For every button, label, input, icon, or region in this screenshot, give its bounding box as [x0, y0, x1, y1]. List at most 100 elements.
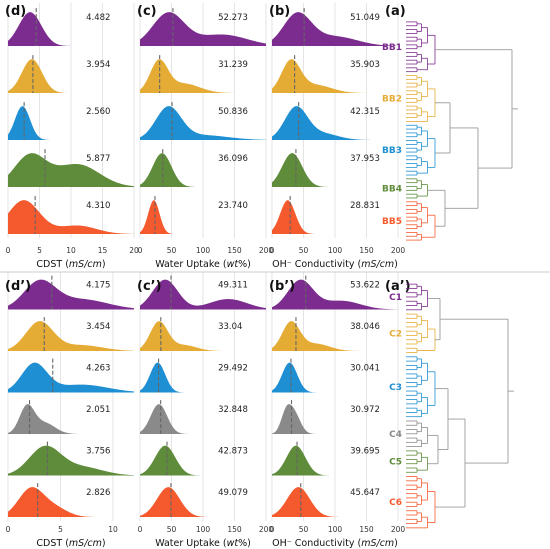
density-curve-bb1 [8, 12, 134, 46]
x-tick-label: 100 [196, 525, 211, 534]
median-value-label: 30.041 [350, 364, 380, 374]
panel-label: (a) [385, 4, 406, 19]
panel-label: (b’) [269, 279, 295, 294]
median-value-label: 30.972 [350, 405, 380, 415]
density-curve-c4 [272, 404, 398, 434]
x-tick-label: 100 [196, 246, 211, 255]
median-value-label: 52.273 [218, 13, 248, 23]
density-panel-1: 4.482 3.954 2.560 5.877 4.310 0 5 10 15 20 CDST (m… [5, 3, 139, 270]
x-tick-label: 0 [6, 246, 11, 255]
cluster-label: BB1 [382, 43, 402, 53]
median-value-label: 29.492 [218, 364, 248, 374]
x-tick-label: 0 [138, 246, 143, 255]
density-curve-c5 [8, 445, 134, 476]
median-value-label: 32.848 [218, 405, 248, 415]
median-value-label: 23.740 [218, 201, 248, 211]
density-curve-bb5 [272, 200, 398, 234]
dendrogram-1: (a) BB1 BB2 BB3 BB4 BB5 [382, 4, 518, 241]
cluster-c2: C2 [389, 313, 436, 353]
density-curve-bb4 [272, 153, 398, 187]
x-axis-label: OH⁻ Conductivity (mS/cm) [272, 538, 398, 549]
x-tick-label: 200 [391, 525, 406, 534]
density-curve-bb4 [8, 153, 134, 187]
median-value-label: 5.877 [86, 154, 110, 164]
cluster-c5: C5 [389, 450, 428, 473]
median-value-label: 2.560 [86, 107, 110, 117]
panel-label: (c) [137, 4, 157, 19]
cluster-c3: C3 [389, 356, 436, 418]
median-value-label: 2.051 [86, 405, 110, 415]
density-curve-c4 [140, 404, 266, 434]
x-tick-label: 50 [167, 525, 177, 534]
cluster-label: C3 [389, 383, 402, 393]
median-value-label: 50.836 [218, 107, 248, 117]
density-curve-bb4 [140, 153, 266, 187]
cluster-label: BB5 [382, 217, 402, 227]
x-tick-label: 5 [58, 525, 63, 534]
cluster-c4: C4 [389, 420, 428, 448]
cluster-c6: C6 [389, 476, 436, 529]
density-curve-bb2 [140, 59, 266, 93]
cluster-label: C5 [389, 458, 402, 468]
median-value-label: 3.756 [86, 447, 110, 457]
panel-label: (c’) [137, 279, 162, 294]
median-value-label: 4.263 [86, 364, 110, 374]
median-value-label: 51.049 [350, 13, 380, 23]
density-curve-c2 [8, 321, 134, 351]
x-tick-label: 150 [359, 525, 374, 534]
cluster-bb3: BB3 [382, 124, 436, 176]
x-tick-label: 200 [391, 246, 406, 255]
cluster-label: C4 [389, 430, 402, 440]
median-value-label: 33.04 [218, 322, 242, 332]
density-curve-c3 [8, 362, 134, 393]
median-value-label: 39.695 [350, 447, 380, 457]
density-curve-c5 [140, 445, 266, 476]
density-curve-bb5 [8, 200, 134, 234]
density-curve-c5 [272, 445, 398, 476]
panel-label: (d’) [5, 279, 31, 294]
median-value-label: 37.953 [350, 154, 380, 164]
x-axis-label: OH⁻ Conductivity (mS/cm) [272, 259, 398, 270]
x-tick-label: 50 [167, 246, 177, 255]
x-tick-label: 20 [129, 246, 139, 255]
median-value-label: 28.831 [350, 201, 380, 211]
median-value-label: 35.903 [350, 60, 380, 70]
median-value-label: 42.873 [218, 447, 248, 457]
x-tick-label: 0 [270, 525, 275, 534]
density-curve-bb1 [140, 12, 266, 46]
cluster-label: BB4 [382, 184, 402, 194]
median-value-label: 42.315 [350, 107, 380, 117]
median-value-label: 31.239 [218, 60, 248, 70]
x-tick-label: 0 [270, 246, 275, 255]
x-tick-label: 150 [227, 525, 242, 534]
density-curve-c6 [8, 487, 134, 517]
x-tick-label: 10 [66, 246, 76, 255]
median-value-label: 38.046 [350, 322, 380, 332]
median-value-label: 3.954 [86, 60, 110, 70]
x-tick-label: 200 [259, 246, 274, 255]
median-value-label: 4.310 [86, 201, 110, 211]
cluster-bb2: BB2 [382, 75, 436, 122]
x-tick-label: 15 [98, 246, 108, 255]
median-value-label: 3.454 [86, 322, 110, 332]
cluster-bb1: BB1 [382, 21, 436, 73]
median-value-label: 4.482 [86, 13, 110, 23]
density-curve-c2 [140, 321, 266, 351]
density-curve-c3 [140, 362, 266, 393]
density-curve-c3 [272, 362, 398, 393]
cluster-label: BB3 [382, 146, 402, 156]
density-panel-3: 51.049 35.903 42.315 37.953 28.831 0 50 100 150 2… [269, 3, 405, 270]
density-curve-bb2 [8, 59, 134, 93]
panel-label: (b) [269, 4, 290, 19]
median-value-label: 45.647 [350, 488, 380, 498]
panel-label: (a’) [385, 279, 411, 294]
x-tick-label: 50 [299, 246, 309, 255]
x-axis-label: CDST (mS/cm) [36, 259, 105, 270]
x-tick-label: 50 [299, 525, 309, 534]
density-curve-c6 [140, 487, 266, 517]
density-curve-bb2 [272, 59, 398, 93]
density-curve-c4 [8, 404, 134, 434]
density-curve-c2 [272, 321, 398, 351]
density-curve-bb1 [272, 12, 398, 46]
